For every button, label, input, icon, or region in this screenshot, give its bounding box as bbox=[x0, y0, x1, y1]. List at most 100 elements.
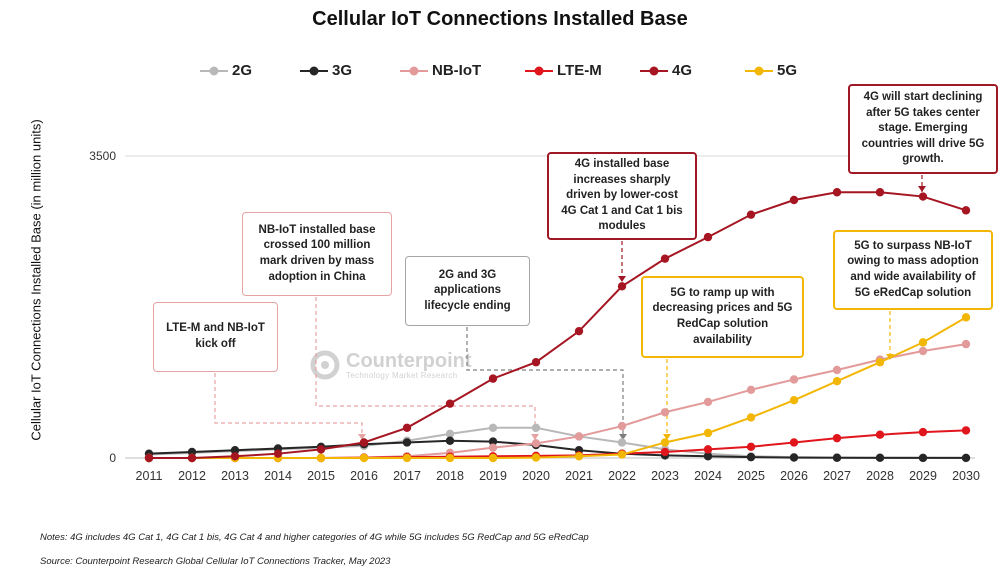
data-point-4g-2016 bbox=[359, 438, 369, 447]
data-point-nb-iot-2019 bbox=[488, 443, 498, 452]
x-tick-label-2028: 2028 bbox=[866, 469, 894, 483]
data-point-2g-2020 bbox=[531, 423, 541, 432]
data-point-3g-2028 bbox=[875, 453, 885, 463]
data-point-5g-2022 bbox=[617, 450, 627, 459]
watermark-name: Counterpoint bbox=[346, 349, 472, 372]
legend-marker-icon bbox=[400, 66, 428, 75]
legend-item-3g: 3G bbox=[300, 62, 352, 79]
data-point-4g-2013 bbox=[230, 452, 240, 461]
legend-label: 2G bbox=[232, 62, 253, 79]
series-line-3g bbox=[148, 439, 966, 459]
annotation-connector-1 bbox=[315, 297, 536, 440]
annotation-arrowhead-1 bbox=[531, 434, 539, 440]
series-line-5g bbox=[149, 316, 967, 459]
annotation-connector-2 bbox=[466, 327, 624, 440]
data-point-nb-iot-2027 bbox=[832, 365, 842, 375]
data-point-3g-2024 bbox=[703, 452, 713, 461]
chart-source: Source: Counterpoint Research Global Cel… bbox=[40, 556, 391, 567]
x-tick-label-2027: 2027 bbox=[823, 469, 851, 483]
x-tick-label-2029: 2029 bbox=[909, 469, 937, 483]
chart-legend: 2G 3G NB-IoT LTE-M 4G 5G bbox=[200, 62, 800, 84]
annotation-arrowhead-4 bbox=[663, 434, 671, 440]
y-tick-label-3500: 3500 bbox=[89, 149, 116, 163]
data-point-5g-2021 bbox=[574, 452, 584, 461]
legend-item-lte-m: LTE-M bbox=[525, 62, 602, 79]
x-tick-label-2015: 2015 bbox=[307, 469, 335, 483]
data-point-5g-2018 bbox=[445, 453, 455, 463]
x-tick-label-2026: 2026 bbox=[780, 469, 808, 483]
data-point-5g-2017 bbox=[402, 453, 412, 463]
data-point-4g-2023 bbox=[660, 254, 670, 263]
data-point-nb-iot-2021 bbox=[574, 432, 584, 441]
x-tick-label-2014: 2014 bbox=[264, 469, 292, 483]
data-point-3g-2025 bbox=[746, 452, 756, 462]
data-point-nb-iot-2024 bbox=[703, 397, 713, 407]
annotation-arrowhead-3 bbox=[618, 276, 626, 282]
data-point-nb-iot-2022 bbox=[617, 421, 627, 431]
data-point-nb-iot-2030 bbox=[961, 339, 971, 349]
data-point-nb-iot-2025 bbox=[746, 385, 756, 395]
x-tick-label-2018: 2018 bbox=[436, 469, 464, 483]
data-point-2g-2019 bbox=[488, 423, 498, 432]
data-point-3g-2027 bbox=[832, 453, 842, 462]
data-point-nb-iot-2020 bbox=[531, 439, 541, 448]
data-point-4g-2025 bbox=[746, 210, 756, 219]
data-point-lte-m-2023 bbox=[660, 447, 670, 457]
data-point-lte-m-2025 bbox=[746, 442, 756, 451]
x-tick-label-2017: 2017 bbox=[393, 469, 421, 483]
data-point-4g-2015 bbox=[316, 445, 326, 454]
x-tick-label-2022: 2022 bbox=[608, 469, 636, 483]
data-point-5g-2030 bbox=[961, 313, 971, 322]
series-line-4g bbox=[149, 191, 967, 459]
data-point-4g-2024 bbox=[703, 232, 713, 242]
data-point-2g-2018 bbox=[445, 429, 455, 439]
data-point-4g-2019 bbox=[488, 374, 498, 383]
legend-label: NB-IoT bbox=[432, 62, 482, 79]
legend-label: 3G bbox=[332, 62, 353, 79]
data-point-3g-2012 bbox=[187, 447, 197, 457]
legend-marker-icon bbox=[300, 66, 328, 75]
data-point-5g-2027 bbox=[832, 377, 842, 386]
annotation-2g-3g-ending: 2G and 3G applications lifecycle ending bbox=[405, 256, 530, 326]
legend-label: LTE-M bbox=[557, 62, 602, 79]
counterpoint-watermark: Counterpoint Technology Market Research bbox=[310, 350, 472, 380]
annotation-arrowhead-5 bbox=[918, 186, 926, 192]
x-tick-label-2020: 2020 bbox=[522, 469, 550, 483]
data-point-4g-2017 bbox=[402, 423, 412, 432]
data-point-4g-2030 bbox=[961, 206, 971, 215]
annotation-arrowhead-2 bbox=[619, 434, 627, 440]
legend-item-5g: 5G bbox=[745, 62, 797, 79]
data-point-3g-2018 bbox=[445, 436, 455, 445]
data-point-4g-2026 bbox=[789, 195, 799, 205]
legend-marker-icon bbox=[640, 66, 668, 75]
data-point-4g-2011 bbox=[144, 453, 154, 463]
data-point-3g-2013 bbox=[230, 446, 240, 455]
x-tick-label-2013: 2013 bbox=[221, 469, 249, 483]
x-tick-label-2012: 2012 bbox=[178, 469, 206, 483]
data-point-nb-iot-2029 bbox=[918, 346, 928, 356]
x-tick-label-2024: 2024 bbox=[694, 469, 722, 483]
data-point-nb-iot-2026 bbox=[789, 375, 799, 384]
watermark-subtitle: Technology Market Research bbox=[346, 370, 458, 380]
data-point-lte-m-2029 bbox=[918, 427, 928, 437]
x-tick-label-2023: 2023 bbox=[651, 469, 679, 483]
x-tick-label-2016: 2016 bbox=[350, 469, 378, 483]
x-tick-label-2021: 2021 bbox=[565, 469, 593, 483]
data-point-4g-2014 bbox=[273, 449, 283, 458]
data-point-5g-2023 bbox=[660, 438, 670, 447]
data-point-5g-2026 bbox=[789, 395, 799, 405]
legend-item-2g: 2G bbox=[200, 62, 252, 79]
data-point-5g-2019 bbox=[488, 453, 498, 463]
counterpoint-logo-icon bbox=[310, 350, 340, 380]
annotation-lte-m-nb-iot-kickoff: LTE-M and NB-IoT kick off bbox=[153, 302, 278, 372]
data-point-5g-2029 bbox=[918, 338, 928, 347]
annotation-nb-iot-100-million: NB-IoT installed base crossed 100 millio… bbox=[242, 212, 392, 296]
legend-marker-icon bbox=[745, 66, 773, 75]
data-point-nb-iot-2023 bbox=[660, 408, 670, 417]
data-point-5g-2016 bbox=[359, 453, 369, 463]
legend-item-nb-iot: NB-IoT bbox=[400, 62, 481, 79]
data-point-4g-2018 bbox=[445, 399, 455, 408]
y-tick-label-0: 0 bbox=[109, 451, 116, 465]
x-tick-label-2025: 2025 bbox=[737, 469, 765, 483]
